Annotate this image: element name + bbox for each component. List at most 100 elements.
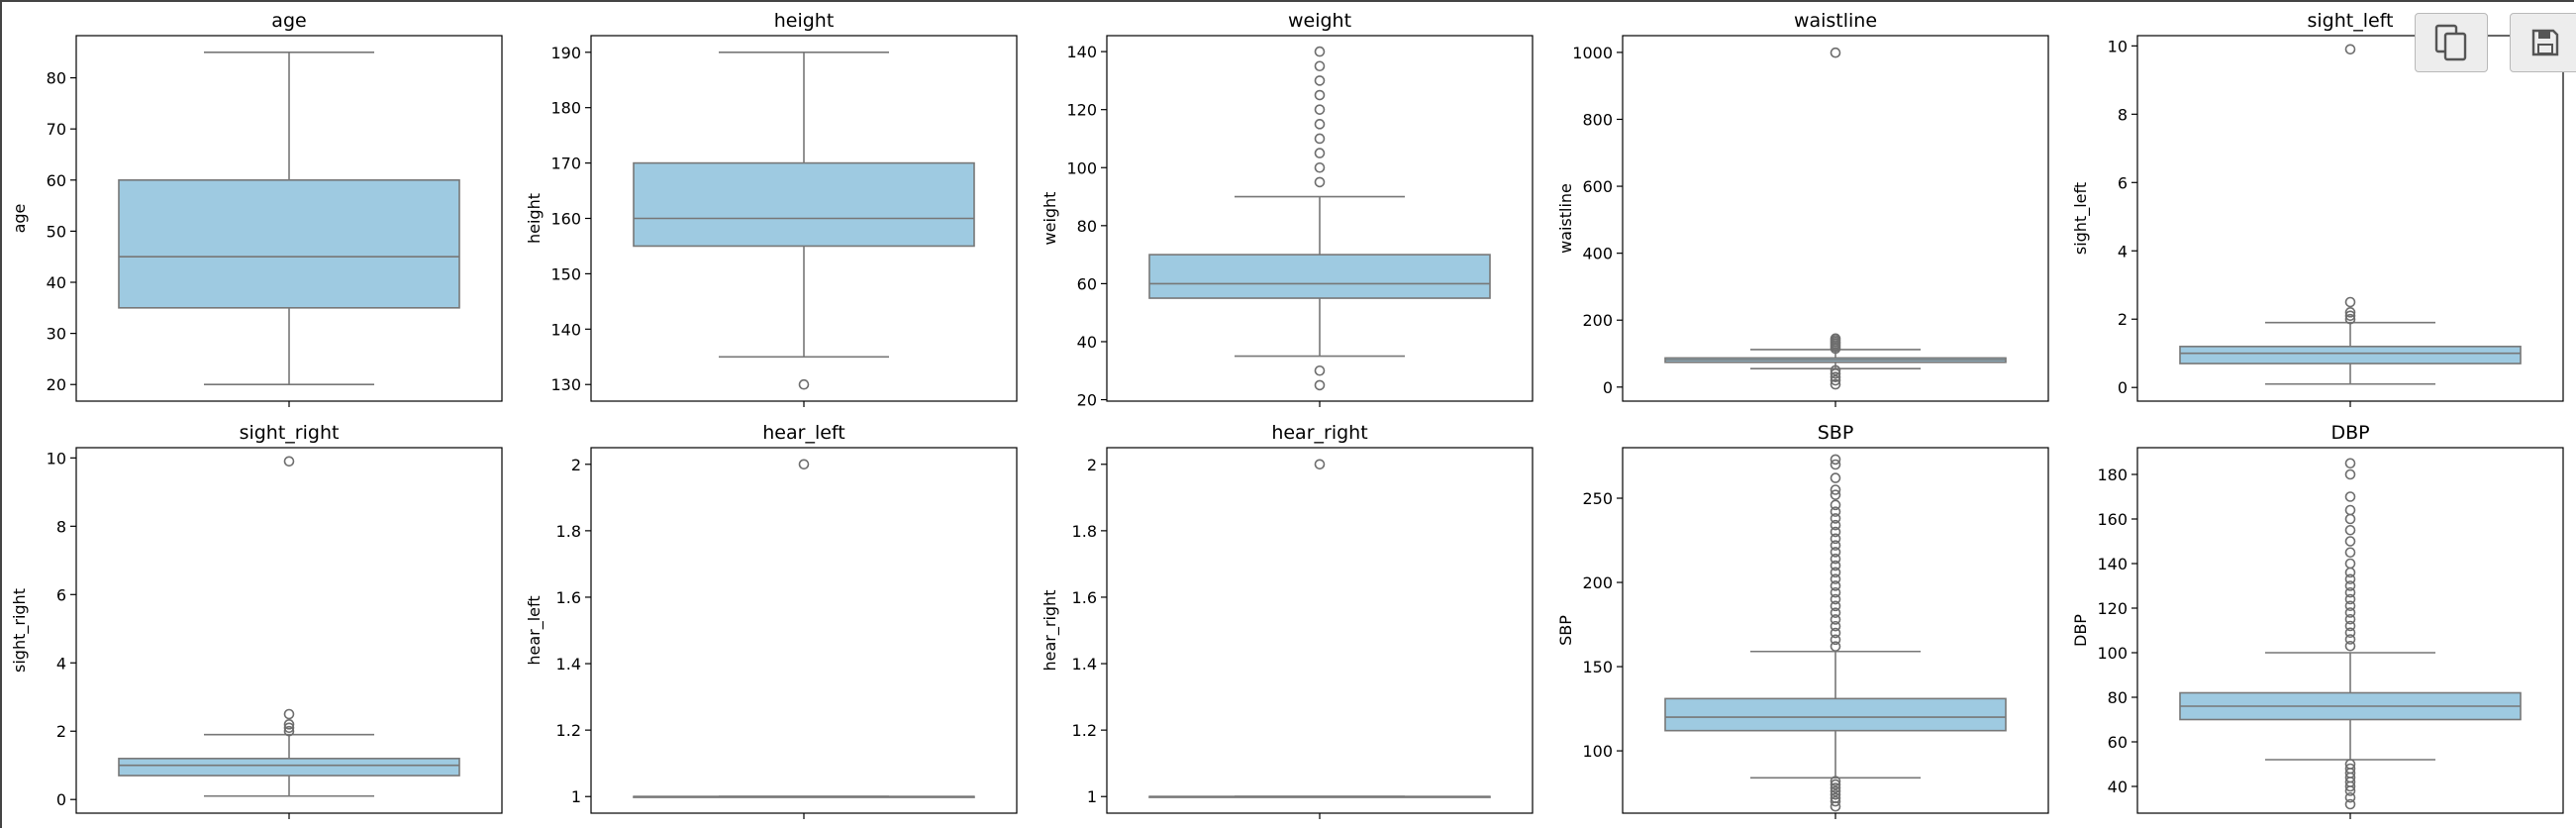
outlier-point bbox=[1830, 776, 1841, 786]
y-tick-label: 2 bbox=[1087, 456, 1097, 474]
subplot-title: hear_right bbox=[1271, 422, 1367, 444]
y-tick-label: 40 bbox=[2108, 778, 2128, 796]
axes-frame bbox=[1106, 447, 1534, 814]
outlier-point bbox=[1830, 634, 1841, 646]
y-tick-label: 0 bbox=[56, 790, 66, 809]
outlier-point bbox=[1830, 540, 1841, 551]
outlier-point bbox=[2344, 491, 2356, 502]
y-axis-label: hear_right bbox=[1040, 590, 1060, 672]
outlier-point bbox=[1314, 176, 1326, 188]
copy-icon bbox=[2434, 24, 2467, 61]
y-tick-label: 150 bbox=[550, 264, 581, 283]
y-tick-label: 10 bbox=[47, 449, 66, 467]
outlier-point bbox=[1830, 607, 1841, 618]
outlier-point bbox=[1830, 627, 1841, 639]
outlier-point bbox=[2344, 607, 2356, 618]
y-tick-label: 200 bbox=[1582, 311, 1613, 330]
outlier-point bbox=[2344, 558, 2356, 570]
y-tick-label: 10 bbox=[2108, 37, 2128, 55]
subplot-hear_right: hear_right 1 1.2 1.4 1.6 1.8 2 hear_right bbox=[1040, 422, 1534, 819]
y-tick-label: 20 bbox=[1077, 391, 1097, 410]
subplot-hear_left: hear_left 1 1.2 1.4 1.6 1.8 2 hear_left bbox=[525, 422, 1018, 819]
subplot-DBP: DBP 40 60 80 100 120 140 160 180 DBP bbox=[2071, 422, 2564, 819]
outlier-point bbox=[283, 719, 295, 730]
box-iqr bbox=[633, 161, 975, 248]
outlier-point bbox=[1830, 641, 1841, 652]
outlier-point bbox=[1830, 371, 1841, 382]
y-tick-label: 100 bbox=[1066, 158, 1097, 177]
y-tick-label: 150 bbox=[1582, 658, 1613, 676]
y-tick-label: 1.6 bbox=[556, 588, 581, 607]
outlier-point bbox=[1830, 378, 1841, 390]
y-tick-label: 120 bbox=[2097, 599, 2128, 618]
outlier-point bbox=[1830, 778, 1841, 790]
y-tick-label: 2 bbox=[56, 722, 66, 741]
y-tick-label: 4 bbox=[2118, 242, 2128, 260]
y-tick-label: 80 bbox=[47, 69, 66, 88]
outlier-point bbox=[1830, 785, 1841, 797]
box-iqr bbox=[1148, 254, 1491, 299]
outlier-point bbox=[1314, 161, 1326, 173]
outlier-point bbox=[2344, 613, 2356, 625]
outlier-point bbox=[1830, 593, 1841, 605]
outlier-point bbox=[283, 708, 295, 720]
outlier-point bbox=[2344, 524, 2356, 536]
outlier-point bbox=[1830, 513, 1841, 524]
save-button[interactable] bbox=[2510, 13, 2576, 72]
axes-frame bbox=[1106, 35, 1534, 402]
subplot-sight_right: sight_right 0 2 4 6 8 10 sight_right bbox=[10, 422, 503, 819]
axes-frame bbox=[2136, 35, 2564, 402]
subplot-sight_left: sight_left 0 2 4 6 8 10 sight_left bbox=[2071, 10, 2564, 407]
outlier-point bbox=[2344, 586, 2356, 598]
y-axis-label: waistline bbox=[1556, 183, 1575, 254]
outlier-point bbox=[1830, 560, 1841, 571]
outlier-point bbox=[2344, 791, 2356, 803]
y-axis-label: hear_left bbox=[525, 595, 545, 665]
box-iqr bbox=[118, 758, 460, 777]
y-axis-label: height bbox=[525, 193, 544, 244]
y-tick-label: 1.6 bbox=[1072, 588, 1097, 607]
y-tick-label: 80 bbox=[2108, 688, 2128, 707]
outlier-point bbox=[2344, 640, 2356, 652]
outlier-point bbox=[1830, 459, 1841, 470]
subplot-weight: weight 20 40 60 80 100 120 140 weight bbox=[1040, 10, 1534, 410]
copy-button[interactable] bbox=[2415, 13, 2488, 72]
outlier-point bbox=[2344, 547, 2356, 559]
y-tick-label: 80 bbox=[1077, 217, 1097, 236]
outlier-point bbox=[798, 459, 810, 470]
outlier-point bbox=[1830, 600, 1841, 612]
outlier-point bbox=[1830, 454, 1841, 466]
subplot-height: height 130 140 150 160 170 180 190 height bbox=[525, 10, 1018, 407]
y-tick-label: 70 bbox=[47, 120, 66, 139]
outlier-point bbox=[2344, 504, 2356, 516]
outlier-point bbox=[2344, 536, 2356, 547]
y-axis-label: sight_right bbox=[10, 588, 30, 673]
y-tick-label: 140 bbox=[2097, 555, 2128, 573]
outlier-point bbox=[1830, 489, 1841, 500]
subplot-title: height bbox=[774, 10, 835, 32]
outlier-point bbox=[798, 378, 810, 390]
subplot-title: weight bbox=[1288, 10, 1351, 32]
subplot-waistline: waistline 0 200 400 600 800 1000 waistline bbox=[1556, 10, 2049, 407]
y-tick-label: 0 bbox=[2118, 378, 2128, 397]
outlier-point bbox=[1830, 47, 1841, 58]
axes-frame bbox=[590, 35, 1018, 402]
outlier-point bbox=[1830, 547, 1841, 558]
y-tick-label: 6 bbox=[2118, 173, 2128, 192]
y-tick-label: 60 bbox=[47, 171, 66, 190]
y-tick-label: 20 bbox=[47, 375, 66, 394]
subplot-SBP: SBP 100 150 200 250 SBP bbox=[1556, 422, 2049, 819]
outlier-point bbox=[1314, 364, 1326, 376]
y-axis-label: DBP bbox=[2071, 614, 2090, 647]
outlier-point bbox=[1830, 586, 1841, 598]
y-axis-label: age bbox=[10, 204, 29, 234]
outlier-point bbox=[2344, 307, 2356, 318]
subplot-age: age 20 30 40 50 60 70 80 age bbox=[10, 10, 503, 407]
subplot-title: SBP bbox=[1818, 422, 1854, 444]
axes-frame bbox=[1622, 447, 2049, 814]
y-axis-label: weight bbox=[1040, 192, 1059, 246]
outlier-point bbox=[283, 722, 295, 734]
y-tick-label: 160 bbox=[2097, 510, 2128, 529]
y-tick-label: 1.4 bbox=[1072, 655, 1097, 674]
